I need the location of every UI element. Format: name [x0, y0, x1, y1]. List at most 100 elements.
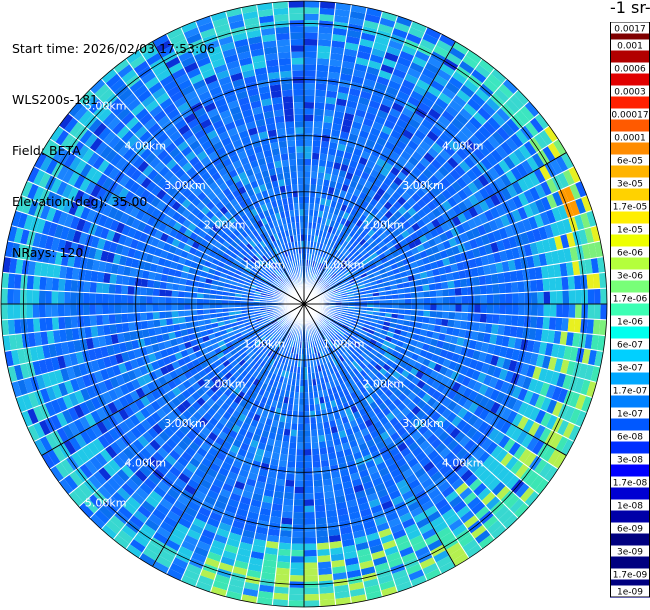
range-bin — [374, 363, 383, 372]
range-bin — [430, 437, 443, 450]
range-bin — [304, 568, 319, 576]
range-bin — [423, 444, 435, 457]
range-bin — [347, 355, 355, 363]
range-bin — [488, 376, 499, 389]
range-bin — [108, 313, 116, 325]
range-bin — [310, 165, 319, 173]
range-bin — [324, 252, 330, 259]
range-bin — [522, 268, 531, 281]
range-bin — [328, 280, 335, 286]
range-bin — [465, 168, 478, 182]
range-bin — [319, 147, 329, 155]
range-bin — [425, 351, 434, 361]
range-bin — [95, 293, 103, 304]
range-bin — [190, 298, 197, 304]
range-bin — [421, 277, 429, 286]
range-bin — [304, 417, 311, 424]
range-bin — [343, 281, 351, 287]
range-bin — [359, 38, 375, 48]
range-bin — [326, 84, 339, 93]
range-bin — [329, 135, 340, 144]
range-bin — [528, 171, 541, 187]
range-bin — [89, 304, 96, 316]
range-bin — [472, 276, 480, 287]
range-bin — [413, 327, 422, 336]
range-bin — [392, 145, 404, 156]
range-bin — [430, 338, 439, 347]
range-bin — [360, 304, 368, 308]
range-bin — [360, 300, 368, 304]
range-bin — [436, 382, 447, 394]
range-bin — [545, 208, 557, 225]
range-bin — [496, 239, 506, 252]
range-bin — [529, 474, 545, 491]
range-bin — [544, 369, 554, 384]
range-bin — [387, 135, 399, 146]
range-bin — [350, 257, 358, 265]
range-bin — [334, 155, 344, 164]
range-bin — [330, 272, 337, 279]
range-bin — [440, 419, 452, 431]
range-bin — [442, 311, 449, 320]
range-bin — [444, 368, 454, 379]
range-bin — [404, 73, 419, 85]
range-bin — [304, 133, 313, 141]
range-bin — [436, 192, 447, 204]
range-bin — [292, 512, 304, 519]
range-bin — [304, 486, 314, 494]
range-bin — [313, 261, 318, 268]
range-bin — [379, 223, 389, 233]
range-bin — [451, 245, 461, 256]
range-bin — [367, 259, 376, 267]
range-bin — [526, 364, 536, 379]
range-bin — [304, 139, 313, 147]
range-bin — [573, 274, 582, 290]
range-bin — [395, 140, 408, 151]
range-bin — [304, 158, 312, 166]
range-bin — [518, 292, 525, 304]
range-bin — [322, 250, 328, 258]
range-bin — [401, 276, 409, 283]
range-bin — [533, 424, 546, 440]
range-bin — [501, 335, 510, 348]
range-bin — [389, 150, 401, 162]
range-bin — [347, 245, 355, 253]
range-bin — [51, 304, 59, 318]
range-bin — [452, 327, 460, 337]
range-bin — [358, 156, 369, 166]
range-bin — [350, 353, 358, 361]
range-bin — [429, 369, 439, 380]
range-bin — [462, 209, 473, 221]
range-bin — [442, 304, 450, 312]
range-bin — [344, 106, 357, 115]
range-bin — [380, 11, 398, 22]
range-bin — [348, 337, 356, 344]
range-bin — [304, 505, 315, 513]
range-bin — [560, 152, 574, 170]
range-bin — [304, 38, 318, 46]
range-bin — [528, 186, 541, 202]
range-bin — [471, 226, 481, 239]
range-bin — [494, 378, 505, 392]
range-bin — [325, 315, 333, 320]
range-bin — [383, 351, 392, 360]
range-bin — [323, 109, 335, 117]
range-bin — [304, 209, 309, 216]
range-bin — [499, 293, 506, 304]
range-bin — [518, 448, 532, 464]
range-bin — [469, 238, 479, 250]
range-bin — [495, 391, 506, 405]
range-bin — [477, 450, 491, 465]
range-bin — [273, 586, 290, 594]
range-bin — [298, 411, 304, 418]
range-bin — [480, 362, 491, 375]
range-bin — [322, 179, 331, 187]
range-bin — [336, 175, 345, 184]
range-bin — [373, 296, 380, 301]
range-bin — [398, 298, 405, 304]
range-bin — [388, 375, 398, 385]
range-bin — [400, 166, 412, 177]
range-bin — [346, 100, 358, 109]
range-bin — [338, 245, 345, 253]
range-bin — [505, 456, 519, 471]
